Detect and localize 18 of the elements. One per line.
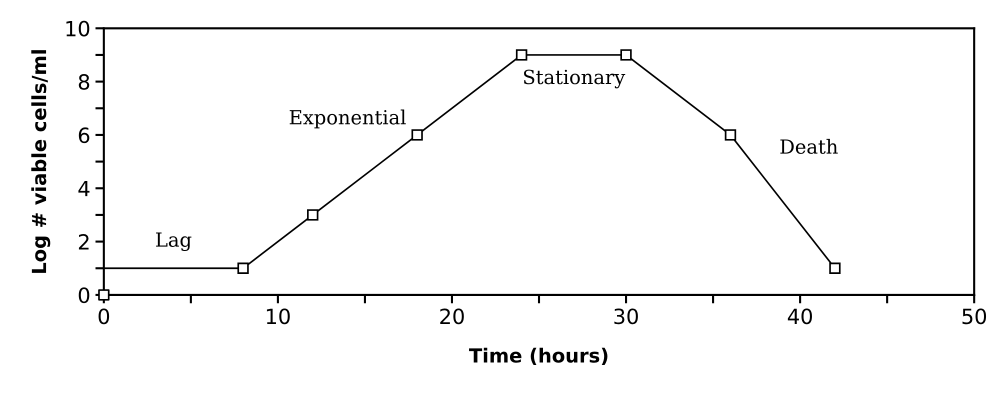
x-tick-label: 30: [614, 308, 638, 324]
annotation: Lag: [156, 232, 192, 251]
annotation: Death: [780, 138, 838, 154]
x-tick-label: 20: [440, 308, 464, 324]
y-axis-title: Log # viable cells/ml: [31, 50, 50, 273]
annotation: Stationary: [524, 70, 626, 88]
x-tick-label: 40: [788, 308, 812, 324]
y-tick-label: 2: [78, 234, 89, 250]
x-tick-label: 0: [98, 308, 110, 324]
x-tick-label: 10: [266, 308, 290, 324]
y-tick-label: 10: [66, 20, 90, 36]
y-tick-label: 8: [78, 74, 90, 90]
y-tick-label: 6: [78, 127, 90, 144]
y-tick-label: 0: [78, 287, 90, 304]
annotation: Exponential: [290, 110, 406, 128]
x-tick-label: 50: [962, 308, 986, 324]
x-axis-title: Time (hours): [469, 348, 608, 366]
y-tick-label: 4: [78, 180, 90, 196]
